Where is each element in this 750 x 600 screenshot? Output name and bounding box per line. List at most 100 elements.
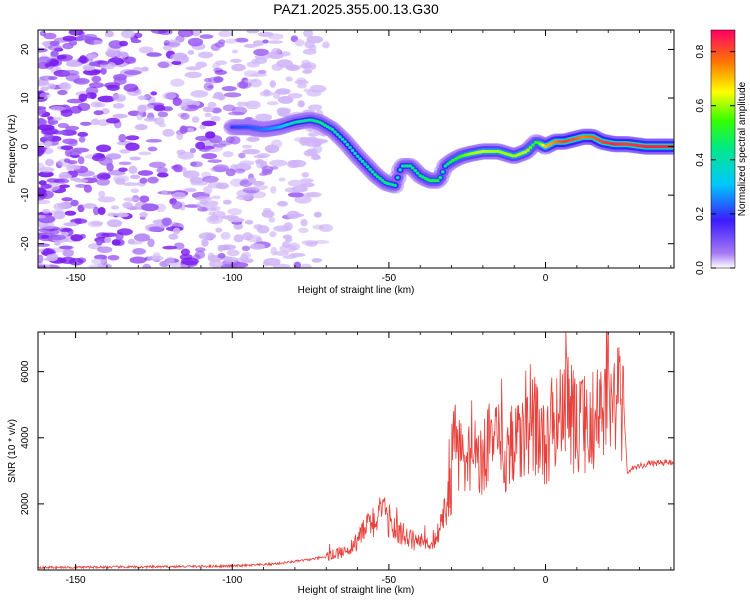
y-tick-label: -10 bbox=[20, 187, 31, 202]
noise-blob bbox=[74, 218, 82, 225]
noise-blob bbox=[203, 82, 214, 91]
colorbar-tick-label: 0.8 bbox=[695, 44, 706, 58]
noise-blob bbox=[163, 39, 170, 47]
noise-blob bbox=[300, 63, 313, 69]
noise-blob bbox=[139, 195, 150, 203]
noise-blob bbox=[217, 93, 226, 101]
noise-blob bbox=[39, 166, 55, 173]
noise-blob bbox=[138, 151, 152, 156]
noise-blob bbox=[40, 234, 50, 239]
noise-blob bbox=[220, 231, 231, 240]
y-tick-label: 6000 bbox=[20, 360, 31, 383]
noise-blob bbox=[83, 33, 98, 39]
noise-blob bbox=[287, 92, 303, 99]
noise-blob bbox=[224, 256, 238, 263]
ridge-mark bbox=[348, 145, 352, 150]
noise-blob bbox=[201, 238, 209, 247]
noise-blob bbox=[171, 201, 183, 210]
noise-blob bbox=[267, 33, 284, 40]
noise-blob bbox=[217, 244, 224, 252]
ridge-mark bbox=[413, 168, 417, 173]
noise-blob bbox=[38, 117, 46, 126]
ridge-mark bbox=[240, 125, 245, 129]
ridge-mark bbox=[368, 167, 372, 171]
noise-blob bbox=[277, 95, 294, 104]
noise-blob bbox=[73, 77, 90, 85]
noise-blob bbox=[214, 69, 227, 75]
ridge-mark bbox=[481, 149, 485, 154]
noise-blob bbox=[123, 197, 140, 202]
noise-blob bbox=[202, 175, 219, 183]
ridge-mark bbox=[483, 149, 488, 154]
ridge-mark bbox=[558, 140, 563, 144]
ridge-mark bbox=[353, 151, 357, 155]
noise-blob bbox=[263, 89, 271, 96]
noise-blob bbox=[243, 79, 258, 83]
noise-blob bbox=[115, 212, 129, 218]
y-tick-label: 10 bbox=[20, 92, 31, 104]
noise-blob bbox=[50, 50, 59, 57]
noise-blob bbox=[284, 187, 297, 193]
noise-blob bbox=[118, 161, 132, 166]
noise-blob bbox=[40, 183, 52, 189]
noise-blob bbox=[222, 151, 234, 158]
noise-blob bbox=[108, 40, 124, 49]
noise-blob bbox=[77, 156, 85, 165]
noise-blob bbox=[238, 152, 246, 159]
noise-blob bbox=[143, 117, 158, 122]
noise-blob bbox=[96, 144, 112, 153]
noise-blob bbox=[286, 210, 301, 220]
noise-blob bbox=[243, 43, 258, 48]
ridge-mark bbox=[446, 162, 450, 166]
noise-blob bbox=[70, 199, 79, 207]
noise-blob bbox=[177, 30, 194, 38]
noise-blob bbox=[210, 205, 221, 212]
noise-blob bbox=[122, 182, 140, 187]
noise-blob bbox=[98, 157, 113, 166]
noise-blob bbox=[64, 210, 77, 216]
noise-blob bbox=[62, 42, 74, 50]
noise-blob bbox=[59, 245, 73, 250]
ridge-mark bbox=[233, 125, 237, 129]
snr-ticks: -150 -100 -50 0 2000 4000 6000 bbox=[20, 332, 674, 586]
ridge-mark bbox=[661, 144, 666, 149]
ridge-mark bbox=[328, 126, 332, 130]
noise-blob bbox=[304, 40, 315, 49]
x-tick-label: -100 bbox=[222, 273, 242, 284]
noise-blob bbox=[303, 30, 314, 38]
noise-blob bbox=[48, 234, 66, 241]
noise-blob bbox=[57, 123, 70, 129]
noise-blob bbox=[231, 63, 246, 72]
noise-blob bbox=[77, 204, 85, 213]
noise-blob bbox=[268, 216, 276, 223]
noise-blob bbox=[39, 92, 51, 99]
noise-blob bbox=[253, 48, 269, 56]
noise-blob bbox=[207, 252, 215, 259]
ridge-mark bbox=[260, 127, 265, 131]
noise-blob bbox=[130, 39, 142, 44]
noise-blob bbox=[253, 184, 269, 191]
noise-blob bbox=[309, 84, 327, 93]
ridge-mark bbox=[441, 170, 445, 174]
noise-blob bbox=[188, 104, 198, 109]
noise-blob bbox=[39, 224, 55, 230]
noise-blob bbox=[97, 60, 110, 65]
noise-blob bbox=[127, 240, 143, 245]
ridge-mark bbox=[493, 149, 498, 154]
noise-blob bbox=[104, 30, 114, 38]
noise-blob bbox=[285, 76, 293, 82]
noise-blob bbox=[147, 146, 158, 152]
noise-blob bbox=[101, 232, 118, 238]
noise-blob bbox=[282, 234, 293, 240]
ridge-mark bbox=[448, 160, 453, 164]
noise-blob bbox=[270, 246, 278, 256]
noise-blob bbox=[128, 165, 138, 175]
noise-blob bbox=[252, 180, 265, 186]
noise-blob bbox=[246, 61, 261, 68]
noise-blob bbox=[83, 184, 93, 193]
noise-blob bbox=[184, 71, 203, 79]
noise-blob bbox=[77, 257, 87, 264]
noise-blob bbox=[145, 138, 163, 143]
ridge-mark bbox=[486, 149, 490, 154]
